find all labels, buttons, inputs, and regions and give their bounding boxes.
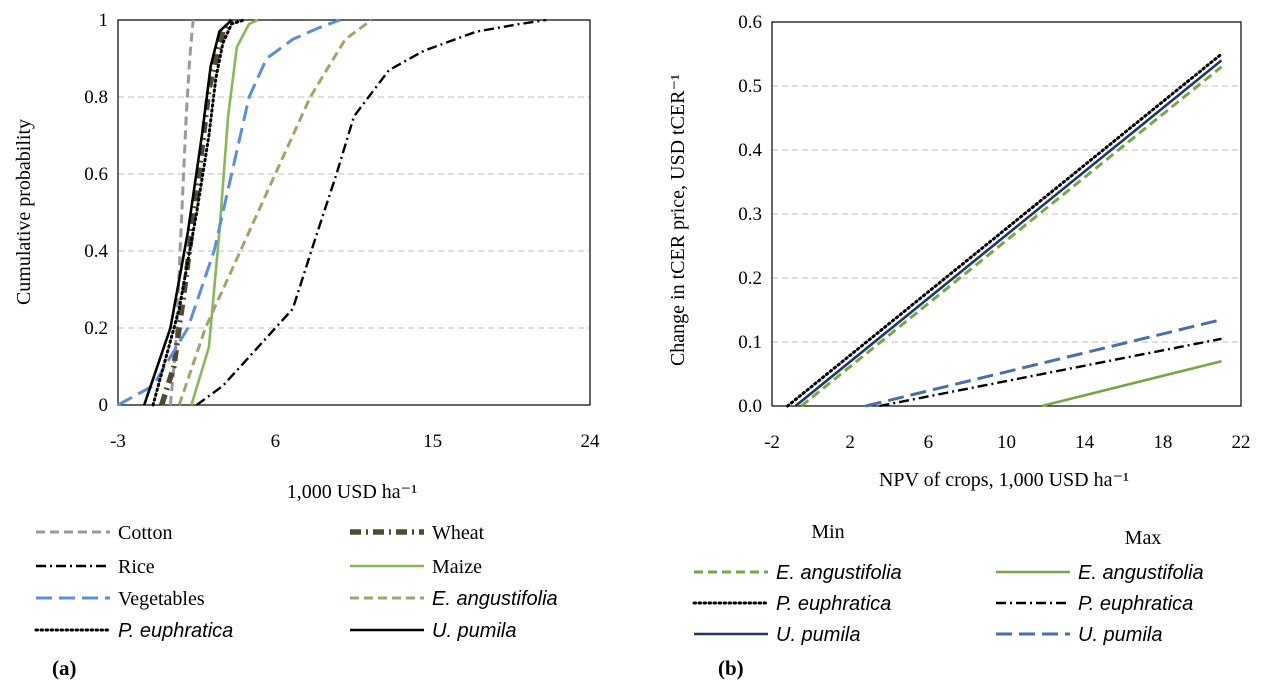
chart-b-legend-label: P. euphratica — [776, 593, 891, 615]
chart-a-x-axis-label: 1,000 USD ha⁻¹ — [287, 481, 417, 503]
chart-b-y-tick-label: 0.2 — [738, 268, 762, 289]
chart-a-series-vegetables — [117, 18, 341, 407]
chart-a-series-p-euphratica — [151, 18, 246, 407]
chart-b-series-max-u-pumila — [865, 318, 1222, 408]
chart-b-legend-label: P. euphratica — [1078, 593, 1193, 615]
chart-b-x-tick-label: 6 — [924, 432, 934, 453]
chart-a-y-tick-label: 0.4 — [84, 241, 108, 262]
chart-b-legend-label: E. angustifolia — [776, 562, 902, 584]
chart-b-x-tick-label: 18 — [1153, 432, 1172, 453]
chart-a-plot-frame — [117, 19, 591, 406]
chart-b-x-tick-label: -2 — [764, 432, 780, 453]
chart-a-x-tick-label: 15 — [423, 431, 442, 452]
chart-b-legend-min-header: Min — [811, 521, 844, 543]
chart-b-x-tick-label: 22 — [1232, 432, 1251, 453]
chart-b-x-tick-label: 14 — [1075, 432, 1095, 453]
chart-b-legend-label: E. angustifolia — [1078, 562, 1204, 584]
chart-b-y-tick-label: 0.1 — [738, 332, 762, 353]
chart-a-y-tick-label: 0.2 — [84, 318, 108, 339]
chart-a-y-tick-label: 0.6 — [84, 164, 108, 185]
chart-b-plot-frame — [771, 21, 1242, 407]
chart-b-series-max-e-angustifolia — [1041, 359, 1222, 408]
chart-a-legend: Cotton Wheat Rice Maize Vegetables E. angusti… — [34, 522, 558, 642]
chart-a: 0 0.2 0.4 0.6 0.8 1 -3 6 15 24 Cumulative probabi… — [13, 10, 600, 680]
chart-a-legend-label: U. pumila — [432, 620, 516, 642]
chart-a-x-tick-label: 6 — [271, 431, 281, 452]
chart-b-y-tick-label: 0.6 — [738, 12, 762, 33]
chart-b-y-tick-label: 0.4 — [738, 140, 762, 161]
chart-b-series-min-e-angustifolia — [800, 65, 1223, 408]
chart-b: 0.0 0.1 0.2 0.3 0.4 0.5 0.6 -2 2 6 10 14 18 22 Change… — [667, 12, 1251, 680]
chart-a-y-tick-label: 0 — [99, 395, 109, 416]
chart-b-y-axis-label: Change in tCER price, USD tCER⁻¹ — [667, 74, 689, 366]
chart-b-y-tick-label: 0.5 — [738, 76, 762, 97]
chart-a-series-maize — [190, 18, 259, 406]
chart-a-tick-labels: 0 0.2 0.4 0.6 0.8 1 -3 6 15 24 — [84, 10, 600, 452]
chart-a-x-tick-label: 24 — [581, 431, 601, 452]
chart-a-y-axis-label: Cumulative probability — [13, 119, 35, 305]
panel-b-label: (b) — [718, 656, 744, 680]
chart-a-series-u-pumila — [142, 19, 233, 406]
chart-b-tick-labels: 0.0 0.1 0.2 0.3 0.4 0.5 0.6 -2 2 6 10 14 18 22 — [738, 12, 1250, 453]
chart-b-x-tick-label: 10 — [997, 432, 1016, 453]
chart-a-legend-label: Wheat — [432, 522, 485, 544]
chart-a-x-tick-label: -3 — [110, 431, 126, 452]
chart-b-legend-label: U. pumila — [776, 624, 860, 646]
chart-b-x-tick-label: 2 — [845, 432, 855, 453]
chart-b-legend: E. angustifolia P. euphratica U. pumila E. … — [692, 562, 1204, 646]
chart-b-x-axis-label: NPV of crops, 1,000 USD ha⁻¹ — [879, 469, 1129, 491]
chart-a-series-group — [117, 18, 547, 407]
panel-a-label: (a) — [52, 656, 77, 680]
chart-b-series-max-p-euphratica — [879, 337, 1222, 408]
chart-a-y-tick-label: 0.8 — [84, 87, 108, 108]
chart-a-gridlines — [118, 96, 590, 329]
chart-a-y-tick-label: 1 — [99, 10, 109, 31]
chart-b-legend-label: U. pumila — [1078, 624, 1162, 646]
chart-b-legend-max-header: Max — [1125, 527, 1162, 549]
chart-a-series-wheat — [159, 18, 234, 406]
chart-b-y-tick-label: 0.3 — [738, 204, 762, 225]
chart-b-series-min-u-pumila — [794, 59, 1223, 408]
chart-a-legend-label: Rice — [118, 556, 155, 578]
chart-b-series-group — [786, 52, 1223, 408]
chart-a-legend-label: Cotton — [118, 522, 172, 544]
chart-a-legend-label: Maize — [432, 556, 482, 578]
chart-a-series-rice — [195, 18, 547, 406]
chart-a-legend-label: P. euphratica — [118, 620, 233, 642]
chart-b-series-min-p-euphratica — [786, 52, 1223, 408]
chart-b-y-tick-label: 0.0 — [738, 396, 762, 417]
chart-b-gridlines — [772, 85, 1241, 343]
chart-a-legend-label: E. angustifolia — [432, 588, 558, 610]
chart-a-legend-label: Vegetables — [118, 588, 205, 610]
